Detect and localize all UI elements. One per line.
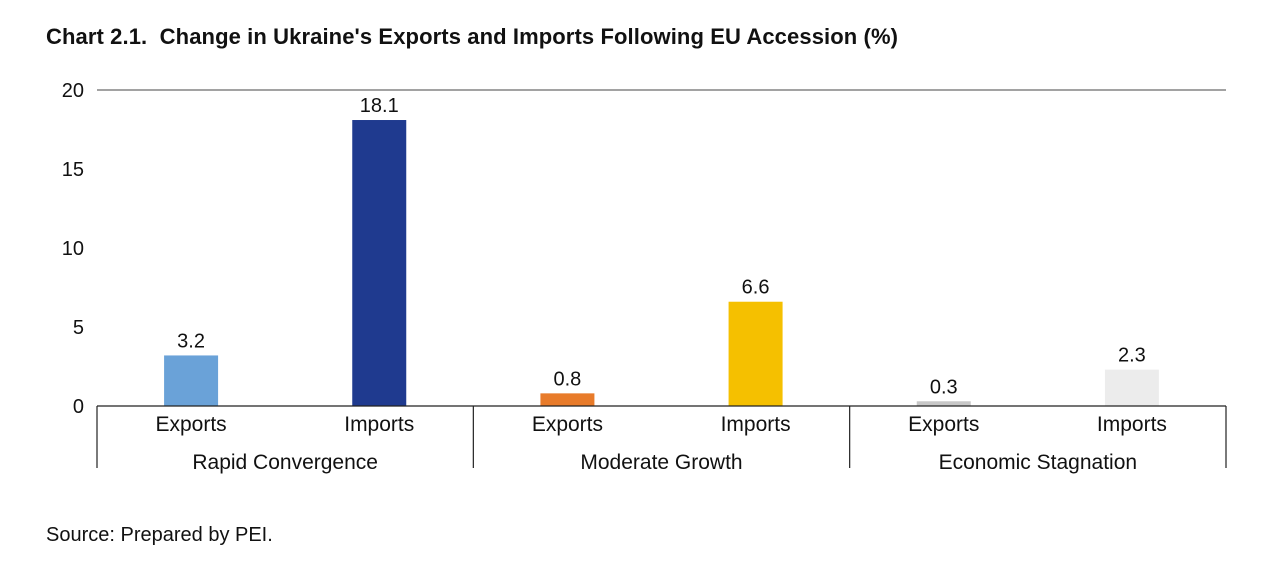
group-label: Moderate Growth	[580, 451, 742, 474]
source-note: Source: Prepared by PEI.	[46, 524, 273, 546]
data-label: 0.3	[930, 376, 958, 398]
y-tick-label: 15	[62, 159, 84, 181]
data-label: 2.3	[1118, 345, 1146, 367]
x-tick-label: Exports	[908, 413, 979, 436]
y-tick-label: 20	[62, 80, 84, 102]
data-label: 3.2	[177, 330, 205, 352]
chart-title: Chart 2.1. Change in Ukraine's Exports a…	[46, 24, 899, 49]
y-tick-label: 10	[62, 238, 84, 260]
bar	[728, 301, 783, 406]
data-label: 18.1	[360, 95, 399, 117]
bar	[916, 401, 971, 406]
x-tick-label: Exports	[532, 413, 603, 436]
x-tick-label: Imports	[1097, 413, 1167, 436]
y-tick-label: 5	[73, 317, 84, 339]
group-label: Economic Stagnation	[939, 451, 1137, 474]
bar	[1104, 369, 1159, 406]
group-label: Rapid Convergence	[192, 451, 378, 474]
x-tick-label: Imports	[344, 413, 414, 436]
bar	[540, 393, 595, 406]
bar	[164, 355, 219, 406]
x-tick-label: Exports	[155, 413, 226, 436]
x-tick-label: Imports	[721, 413, 791, 436]
bar	[352, 120, 407, 407]
y-tick-label: 0	[73, 396, 84, 418]
data-label: 6.6	[742, 277, 770, 299]
data-label: 0.8	[554, 368, 582, 390]
bar-chart: 0 5 10 15 20 3.2 Exports 18.1 Imports Rapid Conve…	[62, 80, 1227, 474]
